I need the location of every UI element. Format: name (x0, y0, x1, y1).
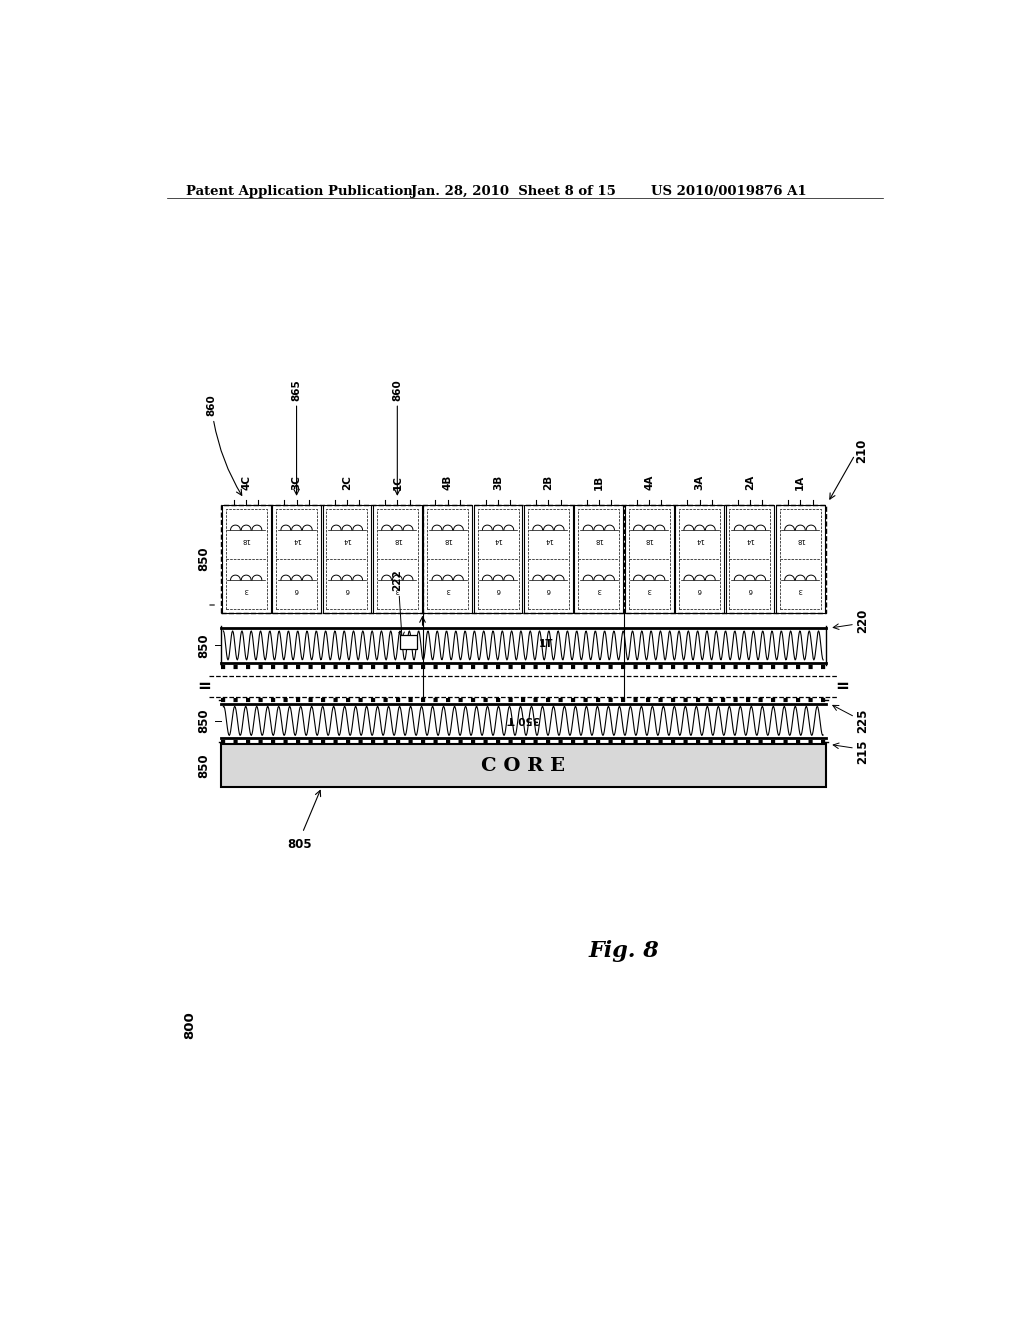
Text: 3: 3 (244, 587, 249, 593)
Text: 4B: 4B (442, 474, 453, 490)
Text: 14: 14 (292, 537, 301, 543)
Text: 6: 6 (294, 587, 299, 593)
Text: 6: 6 (748, 587, 753, 593)
Text: 2C: 2C (342, 475, 352, 490)
Text: 3B: 3B (494, 474, 503, 490)
Text: 4A: 4A (644, 474, 654, 490)
Text: 850: 850 (198, 709, 211, 733)
Text: 3: 3 (445, 587, 450, 593)
Text: 865: 865 (292, 379, 301, 401)
Text: =: = (836, 677, 850, 696)
Text: 800: 800 (183, 1011, 197, 1039)
Text: 6: 6 (345, 587, 349, 593)
Text: 14: 14 (745, 537, 755, 543)
Text: 2A: 2A (744, 474, 755, 490)
Text: 3: 3 (597, 587, 601, 593)
Text: 14: 14 (695, 537, 705, 543)
Text: 18: 18 (393, 537, 401, 543)
Text: 6: 6 (546, 587, 551, 593)
Text: 805: 805 (287, 838, 311, 851)
Text: 222: 222 (392, 569, 401, 591)
Text: 6: 6 (697, 587, 701, 593)
Text: US 2010/0019876 A1: US 2010/0019876 A1 (651, 185, 807, 198)
Text: 850: 850 (198, 634, 211, 657)
Text: =: = (197, 677, 211, 696)
Text: 1C: 1C (392, 475, 402, 490)
Text: 18: 18 (796, 537, 805, 543)
Text: 3C: 3C (292, 475, 301, 490)
Text: 350 T: 350 T (507, 714, 540, 725)
Text: C O R E: C O R E (481, 756, 565, 775)
Text: 215: 215 (856, 739, 869, 764)
Bar (399, 635, 417, 648)
Text: 18: 18 (242, 537, 251, 543)
Text: 850: 850 (198, 546, 211, 572)
Text: 225: 225 (856, 709, 869, 733)
Text: 1A: 1A (796, 474, 805, 490)
Text: 3: 3 (798, 587, 803, 593)
Bar (221, 744, 825, 787)
Text: 2B: 2B (544, 474, 553, 490)
Text: 3: 3 (647, 587, 651, 593)
Text: 210: 210 (855, 438, 868, 463)
Text: 18: 18 (443, 537, 453, 543)
Text: Fig. 8: Fig. 8 (589, 940, 659, 962)
Text: 850: 850 (198, 754, 211, 777)
Text: Jan. 28, 2010  Sheet 8 of 15: Jan. 28, 2010 Sheet 8 of 15 (411, 185, 615, 198)
Text: 860: 860 (392, 379, 402, 401)
Text: 3: 3 (395, 587, 399, 593)
Text: 18: 18 (645, 537, 653, 543)
Text: 3A: 3A (694, 474, 705, 490)
Text: 6: 6 (496, 587, 501, 593)
Text: 14: 14 (494, 537, 503, 543)
Text: 14: 14 (342, 537, 351, 543)
Text: 1B: 1B (594, 474, 604, 490)
Text: 860: 860 (207, 395, 217, 416)
Text: 18: 18 (594, 537, 603, 543)
Text: 220: 220 (856, 609, 869, 632)
Text: 1T: 1T (540, 639, 554, 649)
Text: 14: 14 (544, 537, 553, 543)
Text: 4C: 4C (242, 474, 251, 490)
Text: Patent Application Publication: Patent Application Publication (186, 185, 413, 198)
